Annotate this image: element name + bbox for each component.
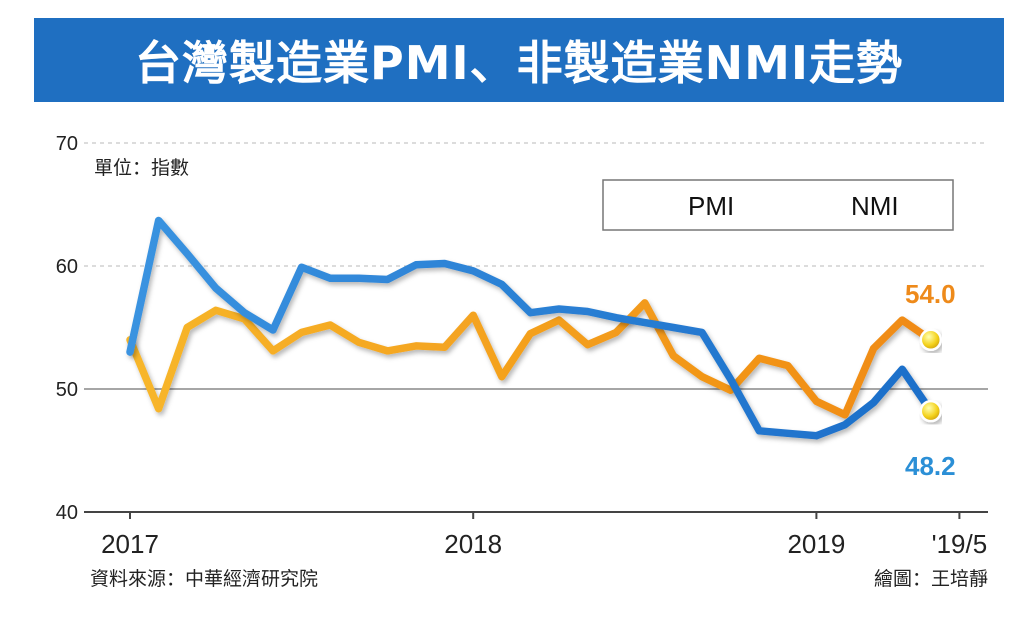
nmi-end-value: 54.0: [905, 279, 956, 309]
grid-lines: [84, 142, 988, 390]
end-marker-nmi: [919, 328, 943, 352]
end-markers: [919, 328, 943, 423]
series-line-nmi: [126, 299, 935, 419]
x-axis: 2017 2018 2019 '19/5: [84, 511, 988, 559]
legend-label-nmi: NMI: [851, 191, 899, 221]
credit-label: 繪圖：王培靜: [874, 568, 988, 590]
end-marker-pmi: [919, 399, 943, 423]
y-tick-label: 70: [56, 133, 78, 155]
series-lines: [126, 216, 935, 440]
y-tick-label: 50: [56, 379, 78, 401]
unit-label: 單位：指數: [94, 157, 189, 179]
x-tick-label: 2019: [787, 529, 845, 559]
chart-title: 台灣製造業PMI、非製造業NMI走勢: [135, 36, 903, 90]
legend: PMI NMI: [602, 179, 954, 231]
x-tick-label: 2018: [444, 529, 502, 559]
pmi-end-value: 48.2: [905, 451, 956, 481]
y-tick-label: 60: [56, 256, 78, 278]
x-tick-label: 2017: [101, 529, 159, 559]
x-tick-label: '19/5: [932, 529, 988, 559]
source-label: 資料來源：中華經濟研究院: [90, 568, 318, 590]
series-line-pmi: [126, 216, 935, 440]
legend-label-pmi: PMI: [688, 191, 734, 221]
title-bar: 台灣製造業PMI、非製造業NMI走勢: [34, 18, 1004, 102]
y-tick-label: 40: [56, 502, 78, 524]
y-axis-ticks: 40 50 60 70: [56, 133, 78, 524]
